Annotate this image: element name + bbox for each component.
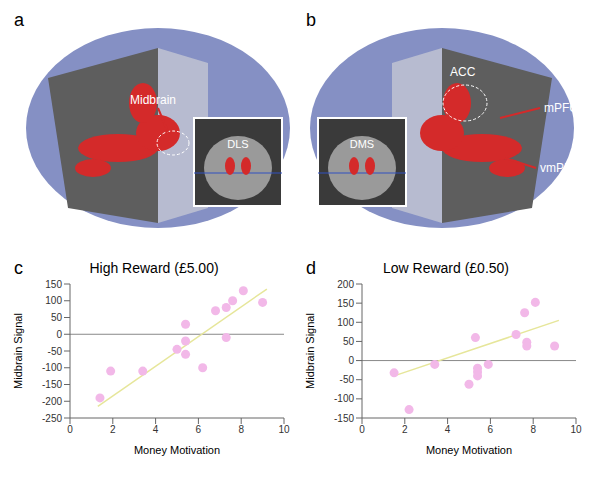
svg-text:Midbrain Signal: Midbrain Signal [12,313,24,389]
svg-text:b: b [306,10,316,30]
html-text:d: d [306,258,316,278]
svg-text:2: 2 [110,424,116,435]
svg-text:6: 6 [196,424,202,435]
svg-text:4: 4 [153,424,159,435]
svg-text:10: 10 [278,424,290,435]
svg-text:vmPFC: vmPFC [540,161,580,175]
svg-text:6: 6 [488,424,494,435]
svg-text:-50: -50 [340,374,355,385]
svg-text:-100: -100 [42,362,62,373]
svg-text:a: a [14,10,25,30]
svg-text:0: 0 [348,355,354,366]
svg-text:4: 4 [445,424,451,435]
svg-text:DLS: DLS [227,138,248,150]
svg-text:50: 50 [51,312,63,323]
svg-text:-150: -150 [42,379,62,390]
svg-text:2: 2 [402,424,408,435]
html-text:c: c [14,258,23,278]
svg-text:0: 0 [67,424,73,435]
svg-text:50: 50 [343,336,355,347]
svg-text:150: 150 [337,298,354,309]
svg-text:8: 8 [530,424,536,435]
svg-text:-250: -250 [42,413,62,424]
html-text:Low Reward (£0.50): Low Reward (£0.50) [383,260,509,276]
svg-text:-150: -150 [334,413,354,424]
svg-text:-100: -100 [334,393,354,404]
svg-text:DMS: DMS [350,138,374,150]
svg-text:200: 200 [337,279,354,290]
svg-text:150: 150 [45,279,62,290]
svg-text:ACC: ACC [450,65,476,79]
svg-text:100: 100 [45,295,62,306]
svg-text:mPFC: mPFC [544,101,578,115]
svg-text:8: 8 [238,424,244,435]
svg-text:-200: -200 [42,396,62,407]
svg-text:Money Motivation: Money Motivation [426,444,512,456]
svg-text:-50: -50 [48,346,63,357]
svg-text:0: 0 [359,424,365,435]
svg-text:10: 10 [570,424,582,435]
svg-text:Money Motivation: Money Motivation [134,444,220,456]
svg-text:0: 0 [56,329,62,340]
svg-text:Midbrain Signal: Midbrain Signal [304,313,316,389]
svg-text:100: 100 [337,317,354,328]
html-text:High Reward (£5.00): High Reward (£5.00) [89,260,219,276]
svg-text:Midbrain: Midbrain [130,93,176,107]
